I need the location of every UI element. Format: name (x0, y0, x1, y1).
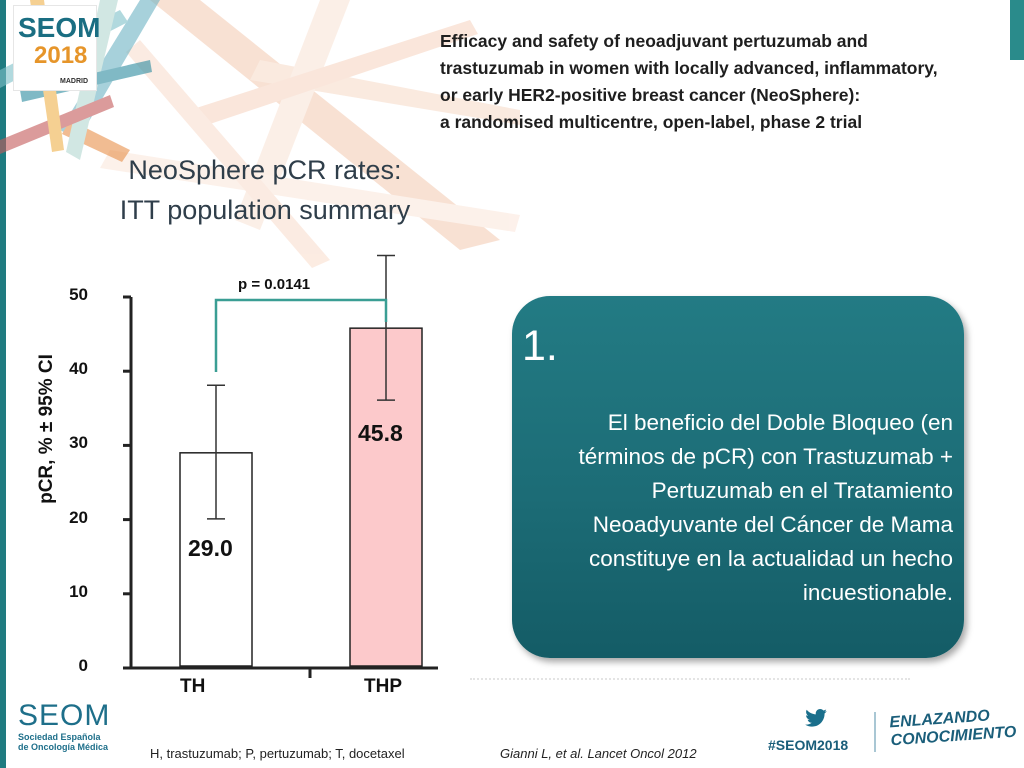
callout-box (512, 296, 964, 658)
callout-line: términos de pCR) con Trastuzumab + (578, 444, 953, 469)
category-label-th: TH (180, 676, 206, 697)
y-tick-label: 20 (69, 507, 88, 527)
y-tick-label: 0 (78, 656, 88, 675)
callout-line: El beneficio del Doble Bloqueo (en (607, 410, 953, 435)
bar-value-label-th: 29.0 (188, 534, 233, 561)
y-tick-label: 30 (69, 433, 88, 453)
logo-city-text: MADRID (60, 78, 88, 85)
callout-number: 1. (522, 322, 558, 370)
paper-title-line: trastuzumab in women with locally advanc… (440, 58, 938, 78)
chart-title-line: NeoSphere pCR rates: (128, 155, 402, 185)
seom-footer-logo: SEOM Sociedad Española de Oncología Médi… (18, 699, 111, 753)
callout-line: incuestionable. (802, 580, 953, 605)
footer-divider (874, 712, 876, 752)
left-accent-strip (0, 0, 6, 768)
callout-text: El beneficio del Doble Bloqueo (en térmi… (520, 406, 953, 610)
y-tick-label: 50 (69, 285, 88, 304)
seom-footer-sub1: Sociedad Española (18, 732, 101, 742)
y-tick-label: 40 (69, 359, 88, 379)
abbreviations-note: H, trastuzumab; P, pertuzumab; T, doceta… (150, 746, 405, 761)
chart-title-line: ITT population summary (119, 195, 411, 225)
p-value-annotation: p = 0.0141 (238, 276, 311, 293)
callout-line: Pertuzumab en el Tratamiento (651, 478, 953, 503)
hashtag: #SEOM2018 (768, 737, 849, 753)
paper-title-line: Efficacy and safety of neoadjuvant pertu… (440, 31, 868, 51)
paper-title-line: or early HER2-positive breast cancer (Ne… (440, 85, 861, 105)
citation: Gianni L, et al. Lancet Oncol 2012 (500, 746, 697, 761)
paper-title: Efficacy and safety of neoadjuvant pertu… (440, 28, 1000, 136)
callout-line: Neoadyuvante del Cáncer de Mama (592, 512, 953, 537)
right-accent-strip (1010, 0, 1024, 60)
bar-value-label-thp: 45.8 (358, 420, 403, 447)
chart-title: NeoSphere pCR rates: ITT population summ… (70, 150, 460, 230)
seom2018-logo: SEOM 2018 MADRID (14, 6, 100, 90)
callout-line: constituye en la actualidad un hecho (588, 546, 953, 571)
y-tick-label: 10 (69, 581, 88, 601)
logo-year-text: 2018 (34, 42, 88, 69)
category-label-thp: THP (364, 676, 402, 697)
paper-title-line: a randomised multicentre, open-label, ph… (440, 112, 863, 132)
seom-footer-sub2: de Oncología Médica (18, 742, 109, 752)
logo-seom-text: SEOM (18, 12, 101, 43)
dotted-divider (470, 678, 910, 680)
twitter-icon (805, 709, 827, 727)
seom-footer-word: SEOM (18, 699, 111, 732)
significance-bracket (214, 298, 388, 372)
